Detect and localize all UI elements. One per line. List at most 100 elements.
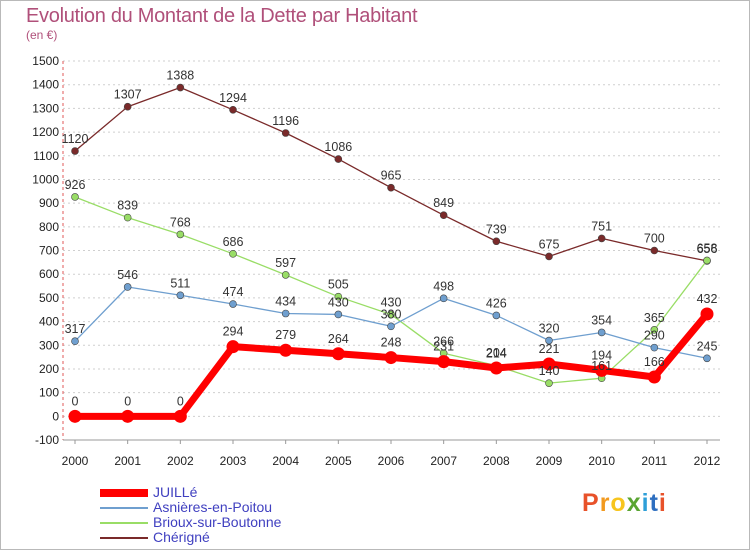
data-label: 839 <box>117 199 138 213</box>
data-label: 0 <box>72 394 79 408</box>
chart-subtitle: (en €) <box>26 28 58 42</box>
x-tick-label: 2011 <box>641 454 667 468</box>
data-label: 365 <box>644 311 665 325</box>
data-point <box>542 357 556 371</box>
data-label: 320 <box>539 322 560 336</box>
data-point <box>123 213 132 222</box>
data-point <box>387 322 395 331</box>
x-tick-label: 2003 <box>220 454 247 468</box>
data-point <box>123 283 132 291</box>
data-label: 0 <box>124 394 131 408</box>
data-point <box>700 307 714 321</box>
data-label: 204 <box>486 346 507 360</box>
data-point <box>281 129 290 137</box>
y-tick-label: 1500 <box>32 54 59 68</box>
legend-swatch-juille <box>100 489 148 497</box>
data-point <box>384 351 398 365</box>
y-tick-label: 1300 <box>32 101 59 115</box>
data-label: 1086 <box>324 140 352 154</box>
data-label: 1294 <box>219 91 247 105</box>
x-tick-label: 2002 <box>167 454 194 468</box>
data-point <box>176 291 185 300</box>
data-point <box>68 409 82 423</box>
data-label: 849 <box>433 196 454 210</box>
data-point <box>437 355 451 369</box>
data-point <box>439 294 448 303</box>
data-label: 354 <box>591 313 612 327</box>
data-label: 194 <box>591 348 612 362</box>
data-label: 432 <box>697 292 718 306</box>
data-label: 505 <box>328 278 349 292</box>
data-point <box>121 409 135 423</box>
data-label: 926 <box>65 178 86 192</box>
legend-label-cherigne: Chérigné <box>153 529 210 545</box>
y-tick-label: 800 <box>39 220 59 234</box>
logo-letter: P <box>582 489 600 517</box>
logo-letter: i <box>658 489 667 517</box>
chart-title: Evolution du Montant de la Dette par Hab… <box>26 5 418 27</box>
x-tick-label: 2010 <box>588 454 615 468</box>
data-label: 430 <box>328 295 349 309</box>
data-label: 546 <box>117 268 138 282</box>
x-tick-label: 2012 <box>694 454 721 468</box>
data-point <box>650 326 659 334</box>
data-label: 474 <box>223 285 244 299</box>
y-tick-label: 1100 <box>33 149 59 163</box>
y-tick-label: 1000 <box>32 172 59 186</box>
data-point <box>439 211 448 220</box>
y-tick-label: 900 <box>39 196 59 210</box>
data-point <box>334 292 343 301</box>
data-label: 768 <box>170 215 191 229</box>
data-label: 751 <box>591 219 612 233</box>
data-label: 426 <box>486 296 507 310</box>
y-tick-label: 1200 <box>32 125 59 139</box>
y-tick-label: 400 <box>39 315 59 329</box>
y-tick-label: 1400 <box>32 78 59 92</box>
x-tick-label: 2005 <box>325 454 352 468</box>
logo-letter: o <box>610 489 627 517</box>
data-point <box>650 246 659 255</box>
data-label: 266 <box>433 334 454 348</box>
data-point <box>489 361 503 375</box>
data-label: 675 <box>539 237 560 251</box>
x-tick-label: 2001 <box>114 454 141 468</box>
data-point <box>492 311 501 320</box>
data-label: 1196 <box>272 114 299 128</box>
data-label: 294 <box>223 325 244 339</box>
data-label: 380 <box>381 307 402 321</box>
y-tick-label: -100 <box>35 433 59 447</box>
data-label: 221 <box>539 342 560 356</box>
data-label: 597 <box>275 256 296 270</box>
x-tick-label: 2006 <box>378 454 405 468</box>
legend-swatch-asnieres <box>100 507 148 509</box>
data-label: 248 <box>381 336 402 350</box>
data-point <box>597 234 606 243</box>
data-label: 0 <box>177 394 184 408</box>
data-point <box>173 409 187 423</box>
data-point <box>545 379 553 387</box>
value-labels: 0 0 0 294 279 264 248 231 204 221 194 166 432 317 546 5… <box>62 69 718 409</box>
data-label: 434 <box>275 295 296 309</box>
data-point <box>597 328 606 337</box>
data-point <box>71 337 79 346</box>
data-point <box>176 230 185 239</box>
data-point <box>545 252 553 261</box>
data-label: 430 <box>381 295 402 309</box>
data-point <box>226 340 240 354</box>
data-label: 1120 <box>62 132 89 146</box>
legend-swatch-cherigne <box>100 537 148 539</box>
x-tick-label: 2007 <box>430 454 457 468</box>
data-label: 214 <box>486 347 507 361</box>
legend-label-juille: JUILLé <box>153 484 198 500</box>
x-tick-label: 2004 <box>272 454 299 468</box>
data-point <box>71 147 79 155</box>
y-tick-label: 300 <box>39 338 59 352</box>
data-point <box>387 310 395 319</box>
x-tick-label: 2008 <box>483 454 510 468</box>
data-label: 317 <box>65 322 86 336</box>
data-label: 739 <box>486 222 507 236</box>
proxiti-logo: Proxiti <box>582 489 667 518</box>
data-point <box>229 105 237 114</box>
data-point <box>229 300 237 308</box>
data-point <box>334 310 343 319</box>
